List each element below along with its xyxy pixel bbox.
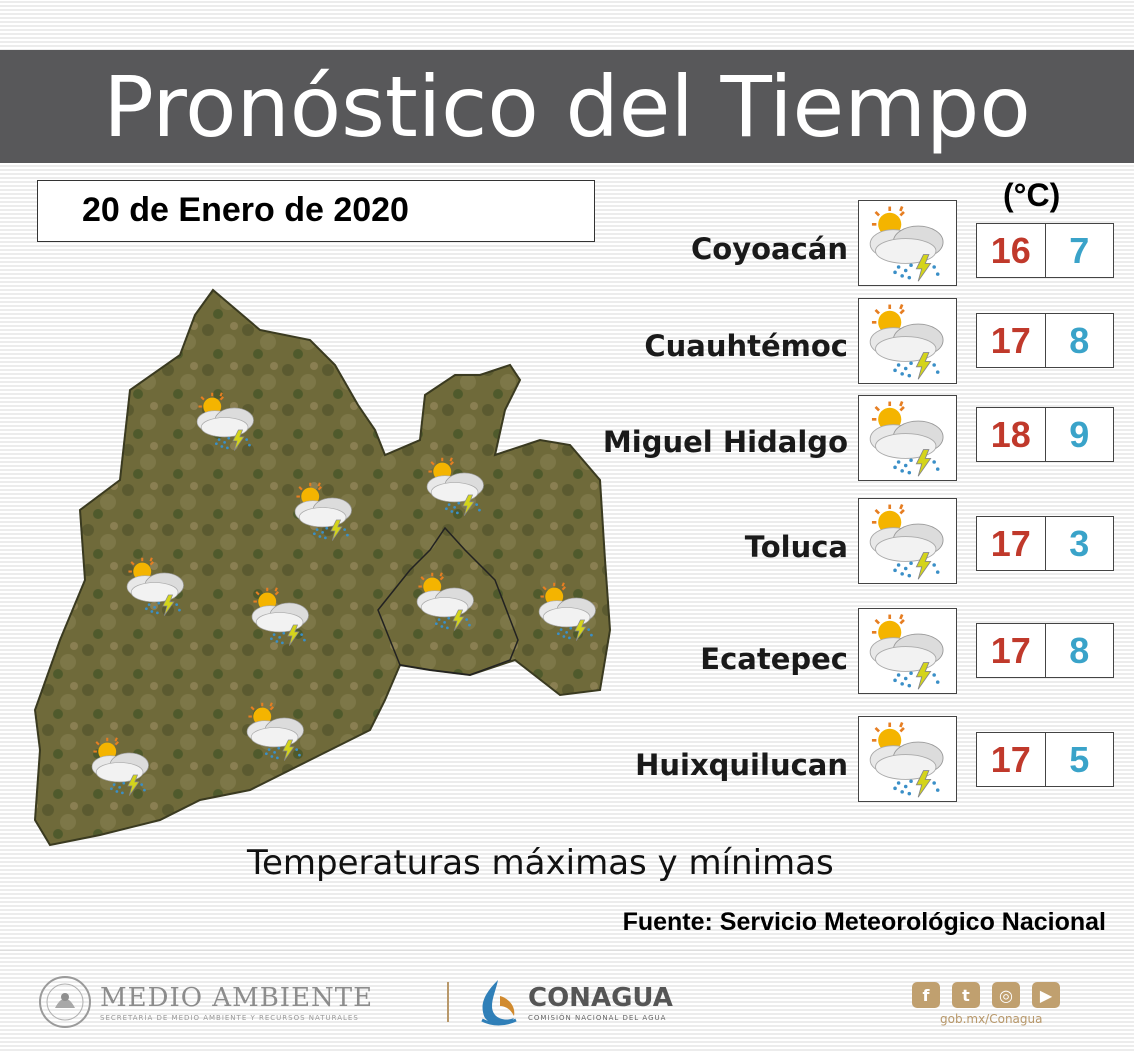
- forecast-row: Coyoacán 16 7: [0, 200, 1134, 290]
- source-credit: Fuente: Servicio Meteorológico Nacional: [622, 908, 1106, 936]
- youtube-icon[interactable]: ▶: [1032, 982, 1060, 1008]
- logo-divider: [447, 982, 449, 1022]
- header-bar: Pronóstico del Tiempo: [0, 50, 1134, 163]
- national-seal-icon: [39, 976, 91, 1028]
- conagua-logo-title: CONAGUA: [528, 983, 673, 1013]
- sun-cloud-storm-icon: [858, 395, 957, 481]
- conagua-logo-subtitle: COMISIÓN NACIONAL DEL AGUA: [528, 1014, 667, 1022]
- sun-cloud-storm-icon: [858, 608, 957, 694]
- gob-url-link[interactable]: gob.mx/Conagua: [940, 1012, 1043, 1026]
- max-temp: 16: [977, 224, 1046, 277]
- max-temp: 18: [977, 408, 1046, 461]
- forecast-date: 20 de Enero de 2020: [82, 191, 409, 229]
- max-temp: 17: [977, 733, 1046, 786]
- sun-cloud-storm-icon: [858, 200, 957, 286]
- conagua-logo-icon: [481, 980, 517, 1026]
- temperature-box: 16 7: [976, 223, 1114, 278]
- forecast-row: Huixquilucan 17 5: [0, 716, 1134, 806]
- max-temp: 17: [977, 314, 1046, 367]
- forecast-row: Cuauhtémoc 17 8: [0, 296, 1134, 386]
- city-name: Huixquilucan: [635, 748, 848, 782]
- date-box: 20 de Enero de 2020: [37, 180, 595, 242]
- social-links: f t ◎ ▶: [912, 982, 1060, 1008]
- footer-divider: [0, 950, 1134, 951]
- facebook-icon[interactable]: f: [912, 982, 940, 1008]
- page-title: Pronóstico del Tiempo: [103, 57, 1031, 156]
- medio-ambiente-logo-title: MEDIO AMBIENTE: [100, 983, 374, 1013]
- min-temp: 8: [1069, 319, 1090, 361]
- medio-ambiente-logo-subtitle: SECRETARÍA DE MEDIO AMBIENTE Y RECURSOS …: [100, 1014, 359, 1022]
- temperature-box: 17 8: [976, 623, 1114, 678]
- temperature-box: 17 3: [976, 516, 1114, 571]
- max-temp: 17: [977, 624, 1046, 677]
- sun-cloud-storm-icon: [858, 716, 957, 802]
- unit-label: (°C): [1003, 177, 1061, 213]
- twitter-icon[interactable]: t: [952, 982, 980, 1008]
- temperature-box: 17 8: [976, 313, 1114, 368]
- state-map: [33, 288, 612, 847]
- city-name: Toluca: [744, 530, 848, 564]
- min-temp: 3: [1069, 522, 1090, 564]
- min-temp: 9: [1069, 413, 1090, 455]
- temperature-box: 18 9: [976, 407, 1114, 462]
- caption: Temperaturas máximas y mínimas: [247, 843, 834, 883]
- sun-cloud-storm-icon: [858, 298, 957, 384]
- city-name: Cuauhtémoc: [644, 329, 848, 363]
- city-name: Coyoacán: [690, 232, 848, 266]
- instagram-icon[interactable]: ◎: [992, 982, 1020, 1008]
- forecast-row: Toluca 17 3: [0, 496, 1134, 586]
- max-temp: 17: [977, 517, 1046, 570]
- temperature-box: 17 5: [976, 732, 1114, 787]
- city-name: Ecatepec: [700, 642, 848, 676]
- forecast-row: Ecatepec 17 8: [0, 606, 1134, 696]
- min-temp: 8: [1069, 629, 1090, 671]
- sun-cloud-storm-icon: [858, 498, 957, 584]
- city-name: Miguel Hidalgo: [602, 425, 848, 459]
- min-temp: 7: [1069, 229, 1090, 271]
- forecast-row: Miguel Hidalgo 18 9: [0, 393, 1134, 483]
- min-temp: 5: [1069, 738, 1090, 780]
